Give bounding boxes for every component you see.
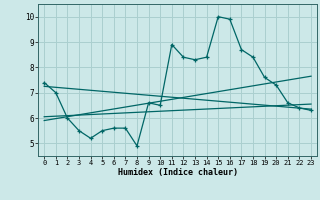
X-axis label: Humidex (Indice chaleur): Humidex (Indice chaleur) (118, 168, 238, 177)
